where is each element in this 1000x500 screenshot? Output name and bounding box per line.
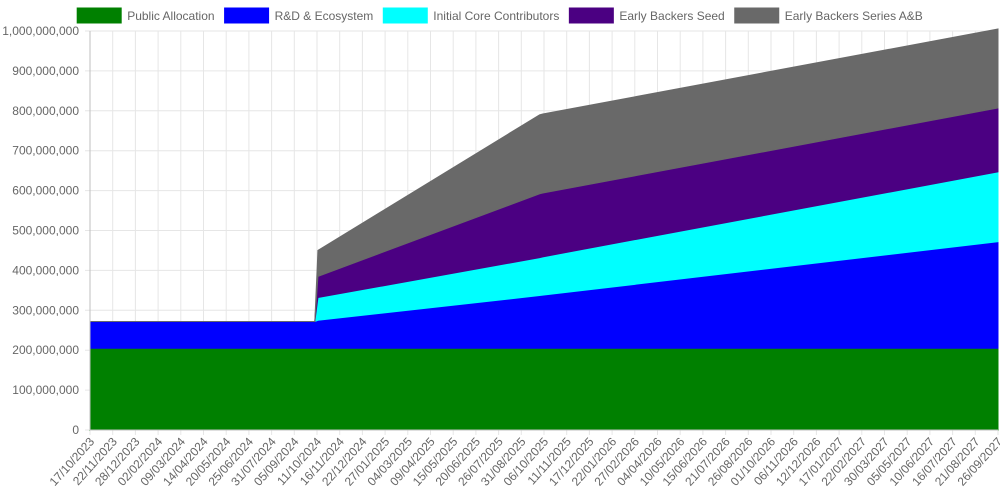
y-tick-label: 200,000,000 <box>12 343 79 357</box>
y-tick-label: 100,000,000 <box>12 383 79 397</box>
y-tick-label: 400,000,000 <box>12 263 79 277</box>
y-tick-label: 700,000,000 <box>12 144 79 158</box>
y-tick-label: 800,000,000 <box>12 104 79 118</box>
legend-item-2[interactable]: Initial Core Contributors <box>382 7 559 24</box>
legend-label: Public Allocation <box>127 9 214 23</box>
legend-item-4[interactable]: Early Backers Series A&B <box>734 7 923 24</box>
chart-legend: Public Allocation R&D & Ecosystem Initial … <box>76 7 923 24</box>
legend-swatch <box>568 7 614 24</box>
y-tick-label: 300,000,000 <box>12 303 79 317</box>
legend-swatch <box>224 7 270 24</box>
legend-label: Early Backers Series A&B <box>785 9 923 23</box>
y-tick-label: 600,000,000 <box>12 184 79 198</box>
legend-label: Initial Core Contributors <box>433 9 559 23</box>
legend-swatch <box>382 7 428 24</box>
y-tick-label: 500,000,000 <box>12 224 79 238</box>
legend-swatch <box>734 7 780 24</box>
chart-areas <box>89 28 999 431</box>
y-tick-label: 0 <box>72 423 79 437</box>
series-area-4 <box>90 28 999 322</box>
legend-label: Early Backers Seed <box>619 9 724 23</box>
legend-item-0[interactable]: Public Allocation <box>76 7 215 24</box>
legend-label: R&D & Ecosystem <box>275 9 374 23</box>
y-tick-label: 1,000,000,000 <box>2 24 79 38</box>
legend-item-1[interactable]: R&D & Ecosystem <box>224 7 374 24</box>
y-tick-label: 900,000,000 <box>12 64 79 78</box>
series-area-0 <box>89 347 999 431</box>
legend-swatch <box>76 7 122 24</box>
legend-item-3[interactable]: Early Backers Seed <box>568 7 725 24</box>
